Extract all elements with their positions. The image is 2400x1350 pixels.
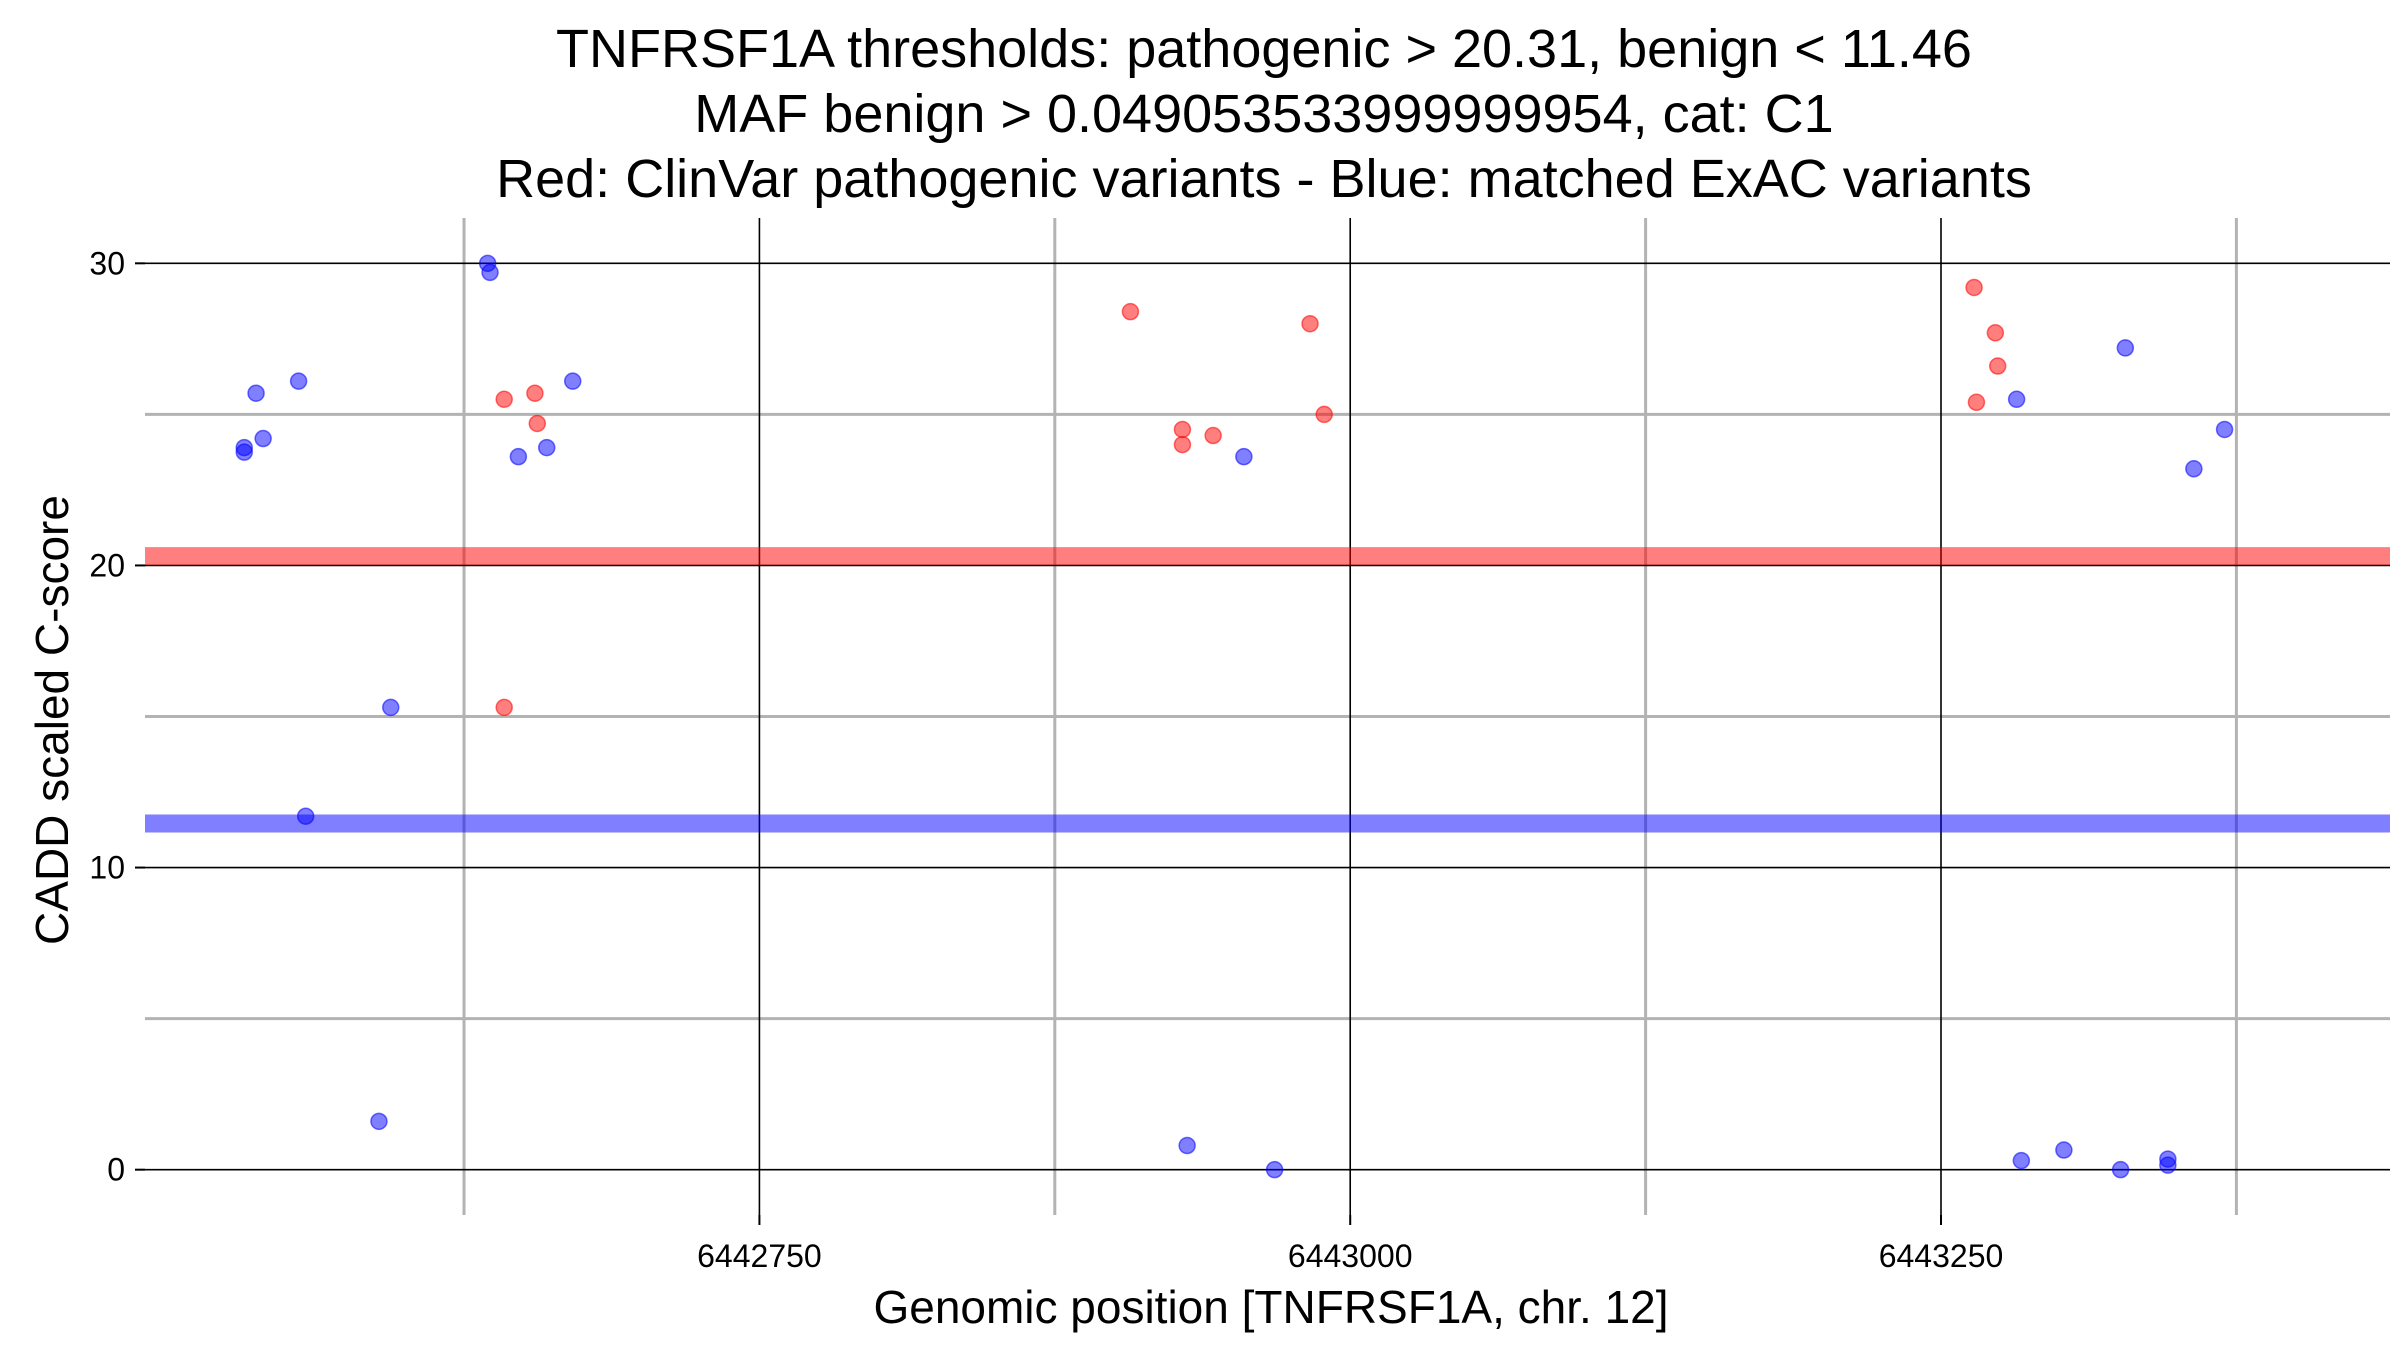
- benign-point: [2215, 420, 2234, 439]
- benign-point: [537, 438, 556, 457]
- pathogenic-point: [1121, 302, 1140, 321]
- pathogenic-point: [1301, 314, 1319, 333]
- pathogenic-point: [526, 384, 544, 402]
- y-tick-label: 10: [89, 850, 125, 886]
- pathogenic-point: [1173, 420, 1192, 439]
- axis-ticks: [135, 262, 1942, 1225]
- major-gridlines: [145, 218, 2390, 1215]
- benign-point: [2007, 390, 2026, 409]
- chart-title: TNFRSF1A thresholds: pathogenic > 20.31,…: [496, 19, 2032, 209]
- x-tick-label: 6442750: [697, 1238, 822, 1274]
- benign-point: [481, 263, 499, 282]
- title-line-3: Red: ClinVar pathogenic variants - Blue:…: [496, 149, 2032, 209]
- benign-point: [2012, 1151, 2031, 1170]
- benign-point: [509, 447, 528, 466]
- benign-point: [563, 372, 582, 390]
- pathogenic-point: [1967, 393, 1986, 412]
- x-tick-label: 6443000: [1288, 1238, 1413, 1274]
- minor-gridlines: [145, 218, 2390, 1215]
- threshold-bands: [145, 547, 2390, 833]
- benign-point: [370, 1112, 388, 1131]
- y-tick-label: 30: [89, 245, 125, 281]
- tick-labels: 0 10 20 30 6442750 6443000 6443250: [89, 245, 2003, 1274]
- x-axis-title: Genomic position [TNFRSF1A, chr. 12]: [873, 1281, 1668, 1333]
- benign-point: [2111, 1160, 2130, 1179]
- benign-point: [296, 807, 315, 825]
- pathogenic-point: [1965, 278, 1983, 297]
- pathogenic-point: [495, 390, 513, 409]
- title-line-1: TNFRSF1A thresholds: pathogenic > 20.31,…: [556, 19, 1972, 79]
- pathogenic-point: [1173, 435, 1192, 454]
- benign-point: [1265, 1160, 1284, 1179]
- pathogenic-point: [528, 414, 547, 433]
- data-points: [235, 254, 2234, 1179]
- x-tick-label: 6443250: [1879, 1238, 2004, 1274]
- benign-point: [2055, 1141, 2073, 1159]
- title-line-2: MAF benign > 0.049053533999999954, cat: …: [694, 84, 1833, 144]
- y-tick-label: 20: [89, 547, 125, 583]
- benign-point: [2159, 1156, 2177, 1174]
- pathogenic-point: [1204, 426, 1222, 445]
- benign-point: [247, 384, 265, 402]
- benign-point: [382, 698, 400, 717]
- y-axis-title: CADD scaled C-score: [26, 495, 78, 945]
- pathogenic-point: [495, 698, 513, 717]
- y-tick-label: 0: [107, 1152, 125, 1188]
- benign-point: [2116, 339, 2135, 357]
- benign-point: [254, 429, 272, 448]
- benign-point: [1178, 1136, 1196, 1155]
- pathogenic-point: [1986, 324, 2005, 342]
- pathogenic-point: [1315, 405, 1333, 424]
- benign-point: [289, 372, 308, 390]
- benign-point: [235, 443, 254, 461]
- benign-point: [2185, 460, 2203, 478]
- pathogenic-point: [1988, 357, 2007, 375]
- benign-point: [1235, 447, 1253, 466]
